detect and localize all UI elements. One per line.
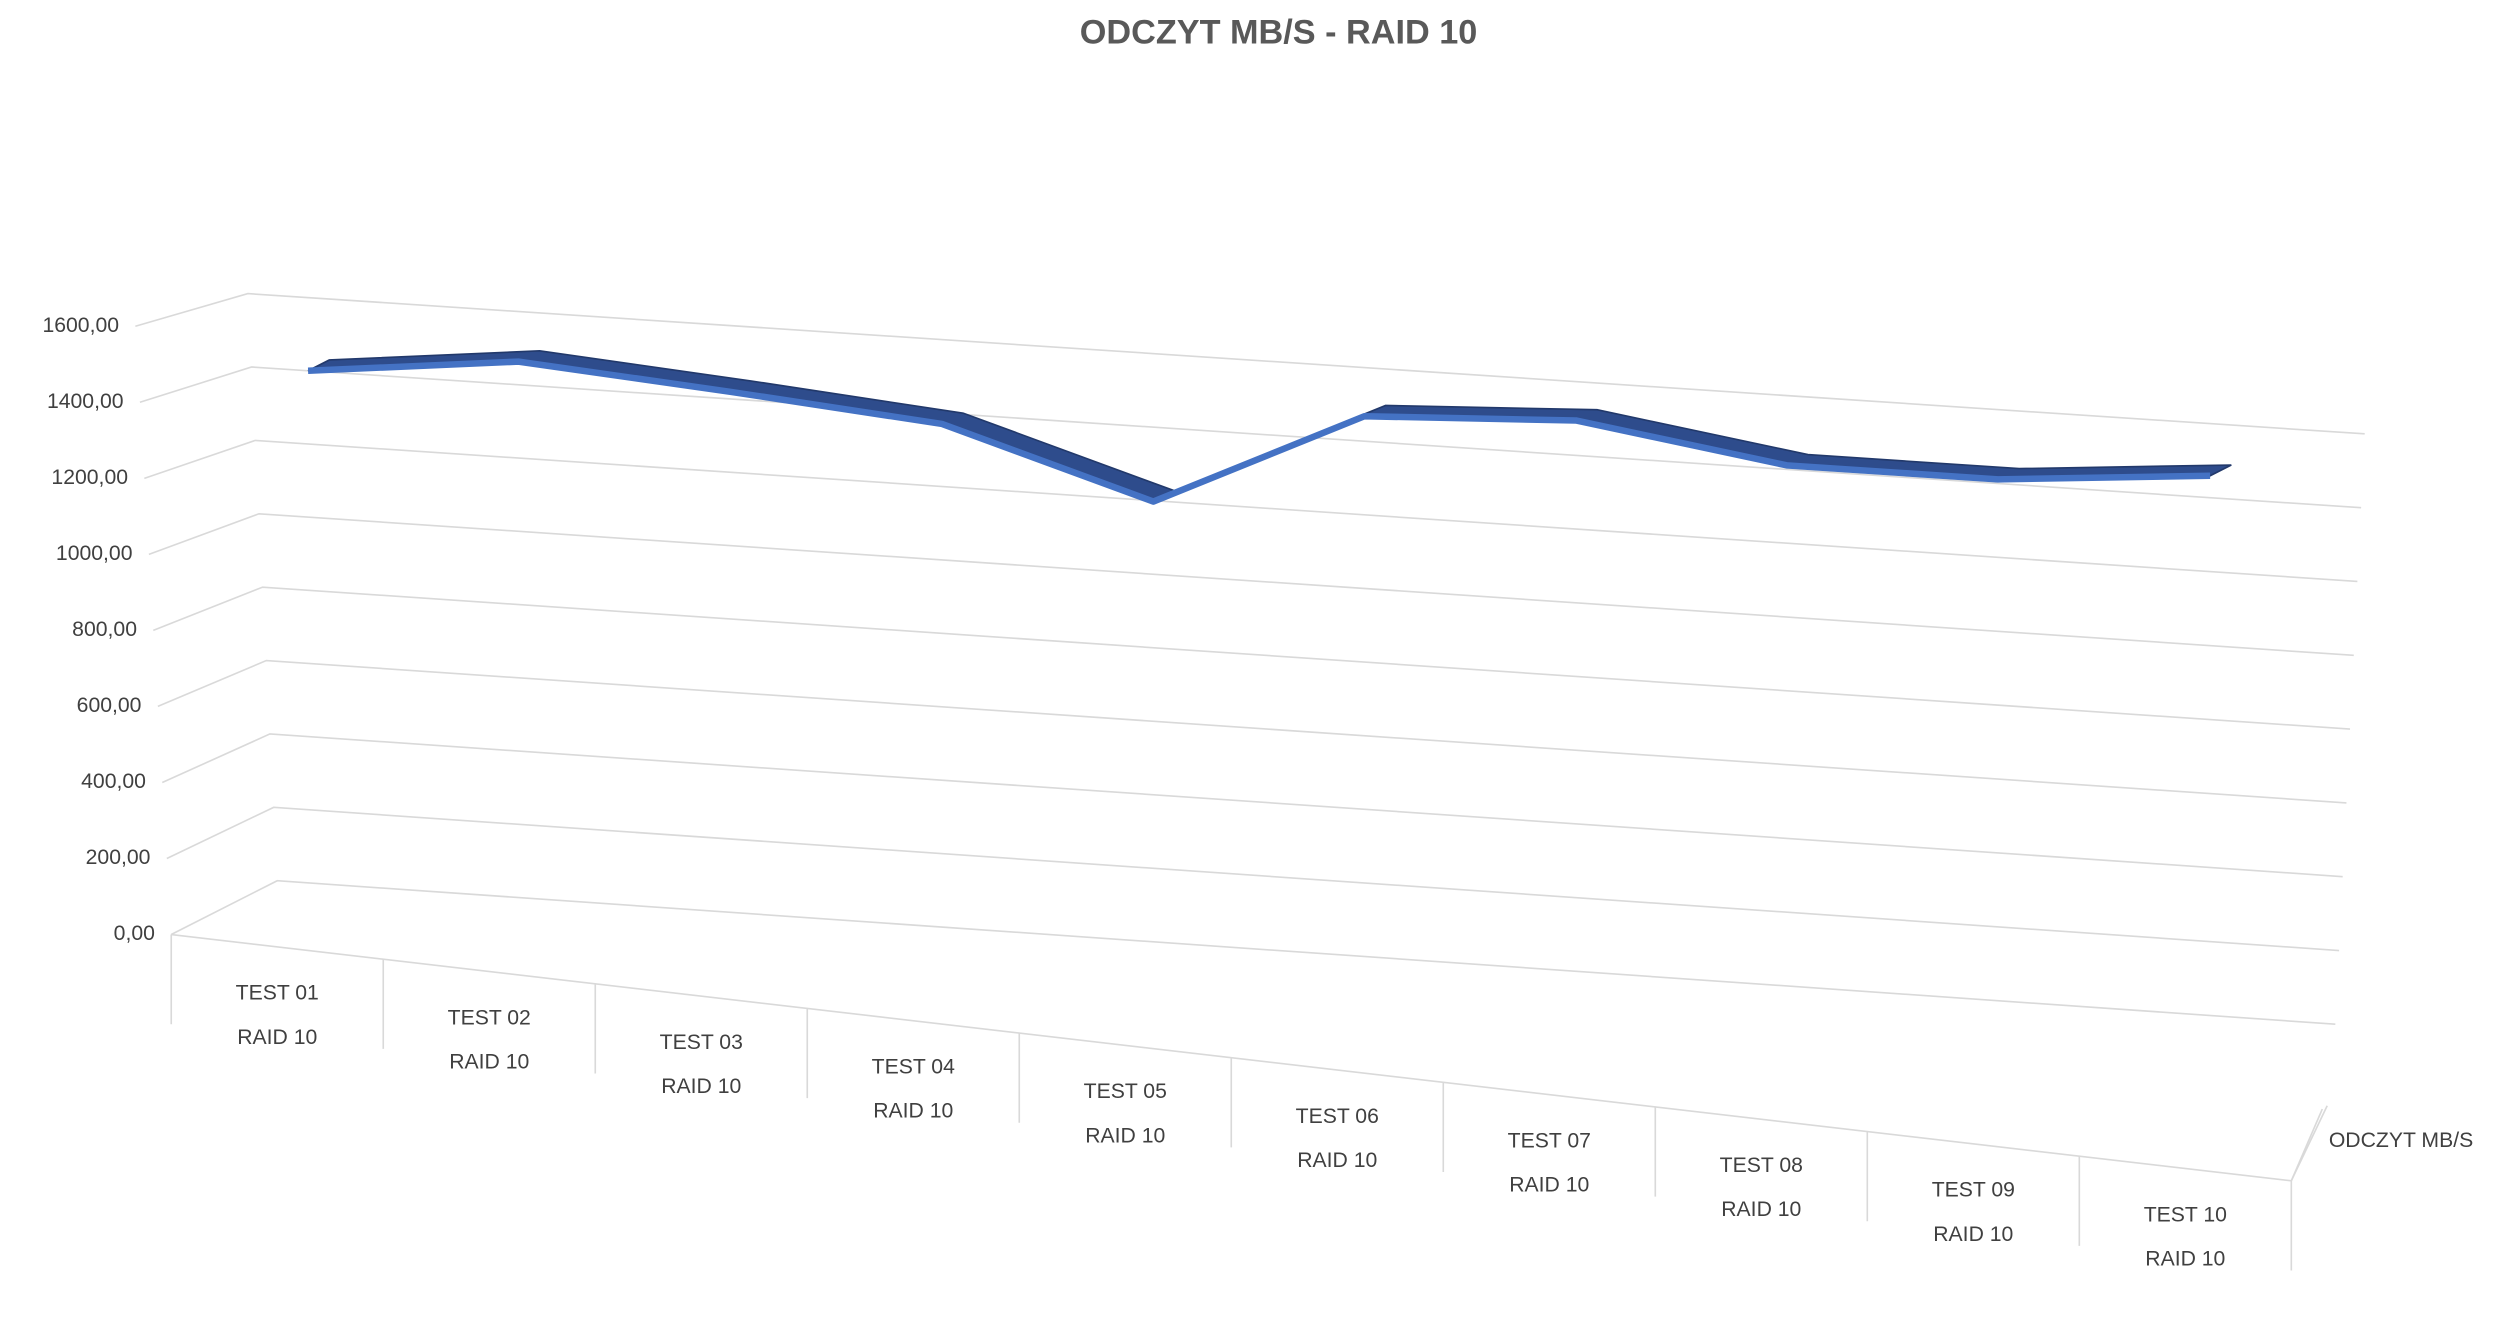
x-tick-label: RAID 10 (1721, 1198, 1801, 1221)
x-tick-label: TEST 04 (872, 1056, 955, 1079)
grid-line (157, 659, 2347, 804)
chart-title: ODCZYT MB/S - RAID 10 (1080, 13, 1478, 51)
x-tick-label: RAID 10 (1509, 1174, 1589, 1197)
x-tick-label: RAID 10 (449, 1050, 529, 1073)
x-tick-label: TEST 10 (2144, 1203, 2227, 1226)
y-tick-label: 0,00 (114, 922, 155, 945)
x-tick-label: RAID 10 (1933, 1223, 2013, 1246)
x-tick-label: TEST 07 (1508, 1129, 1591, 1152)
y-tick-label: 400,00 (81, 770, 146, 793)
grid-line (139, 366, 2362, 509)
series-axis-tick (2290, 1108, 2324, 1182)
grid-line (161, 733, 2343, 878)
grid-line (170, 879, 2336, 1026)
x-tick-label: RAID 10 (661, 1075, 741, 1098)
grid-line (148, 512, 2354, 657)
grid-line (135, 292, 2365, 435)
x-tick-label: RAID 10 (873, 1100, 953, 1123)
grid-line (166, 806, 2340, 952)
y-tick-label: 1600,00 (42, 314, 119, 337)
x-tick-label: TEST 02 (448, 1006, 531, 1029)
x-tick-label: TEST 08 (1720, 1154, 1803, 1177)
x-tick-label: TEST 01 (236, 982, 319, 1005)
y-tick-label: 1000,00 (56, 542, 133, 565)
x-tick-label: TEST 05 (1084, 1080, 1167, 1103)
grid-line (144, 439, 2358, 583)
x-tick-label: RAID 10 (1297, 1149, 1377, 1172)
y-tick-label: 600,00 (77, 694, 142, 717)
grid-line (152, 586, 2351, 730)
y-tick-label: 1200,00 (51, 466, 128, 489)
x-tick-label: TEST 09 (1932, 1179, 2015, 1202)
x-tick-label: RAID 10 (1085, 1124, 1165, 1147)
line (307, 358, 2211, 505)
x-tick-label: RAID 10 (237, 1026, 317, 1049)
y-tick-label: 800,00 (72, 618, 137, 641)
y-tick-label: 200,00 (86, 846, 151, 869)
x-tick-label: TEST 03 (660, 1031, 743, 1054)
series-label: ODCZYT MB/S (2329, 1129, 2473, 1152)
y-tick-label: 1400,00 (47, 390, 124, 413)
x-tick-label: TEST 06 (1296, 1105, 1379, 1128)
x-tick-label: RAID 10 (2145, 1247, 2225, 1270)
